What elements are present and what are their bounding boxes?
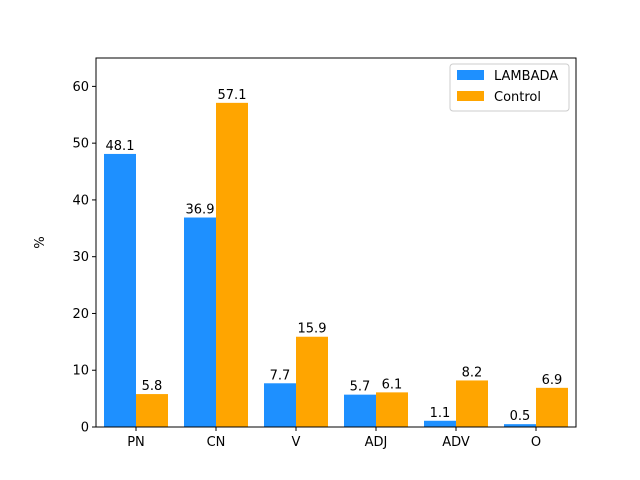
bar-control-adj xyxy=(376,392,408,427)
data-label-control-adj: 6.1 xyxy=(382,377,403,392)
bar-control-v xyxy=(296,336,328,427)
data-label-lambada-o: 0.5 xyxy=(510,409,531,424)
data-label-lambada-adj: 5.7 xyxy=(350,380,371,395)
data-label-control-pn: 5.8 xyxy=(142,379,163,394)
y-tick-label-0: 0 xyxy=(81,421,89,436)
bar-control-cn xyxy=(216,102,248,428)
x-tick-label-pn: PN xyxy=(127,435,145,450)
x-tick-label-v: V xyxy=(292,435,301,450)
y-tick-label-20: 20 xyxy=(72,307,89,322)
data-label-control-cn: 57.1 xyxy=(218,88,247,103)
x-tick-label-o: O xyxy=(531,435,541,450)
legend-label-lambada: LAMBADA xyxy=(494,69,558,84)
bar-control-pn xyxy=(136,394,168,427)
legend: LAMBADA Control xyxy=(449,63,570,112)
plot-frame xyxy=(95,57,577,428)
bar-lambada-adv xyxy=(424,420,456,427)
data-label-lambada-adv: 1.1 xyxy=(430,406,451,421)
x-tick-label-cn: CN xyxy=(207,435,226,450)
data-label-lambada-cn: 36.9 xyxy=(186,203,215,218)
bar-lambada-v xyxy=(264,383,296,427)
x-axis: PN CN V ADJ ADV O xyxy=(127,427,541,450)
data-label-lambada-pn: 48.1 xyxy=(106,139,135,154)
bar-lambada-pn xyxy=(104,153,136,427)
legend-label-control: Control xyxy=(494,90,541,105)
y-tick-label-30: 30 xyxy=(72,250,89,265)
bar-control-adv xyxy=(456,380,488,427)
bar-lambada-cn xyxy=(184,217,216,427)
y-tick-label-40: 40 xyxy=(72,193,89,208)
y-tick-label-50: 50 xyxy=(72,137,89,152)
data-label-control-v: 15.9 xyxy=(298,322,327,337)
bars-layer xyxy=(104,102,568,428)
data-label-lambada-v: 7.7 xyxy=(270,368,291,383)
data-label-control-adv: 8.2 xyxy=(462,365,483,380)
legend-swatch-control xyxy=(457,91,484,101)
bar-lambada-o xyxy=(504,424,536,427)
y-axis-label: % xyxy=(33,236,48,248)
x-tick-label-adv: ADV xyxy=(442,435,470,450)
x-tick-label-adj: ADJ xyxy=(365,435,388,450)
y-tick-label-60: 60 xyxy=(72,80,89,95)
data-label-control-o: 6.9 xyxy=(542,373,563,388)
bar-control-o xyxy=(536,387,568,427)
bar-lambada-adj xyxy=(344,394,376,427)
value-labels-layer: 48.1 36.9 7.7 5.7 1.1 0.5 5.8 57.1 15.9 6.1 8.2 6.9 xyxy=(106,88,563,424)
y-tick-label-10: 10 xyxy=(72,364,89,379)
legend-swatch-lambada xyxy=(457,70,484,80)
y-axis: 0 10 20 30 40 50 60 xyxy=(72,80,96,436)
